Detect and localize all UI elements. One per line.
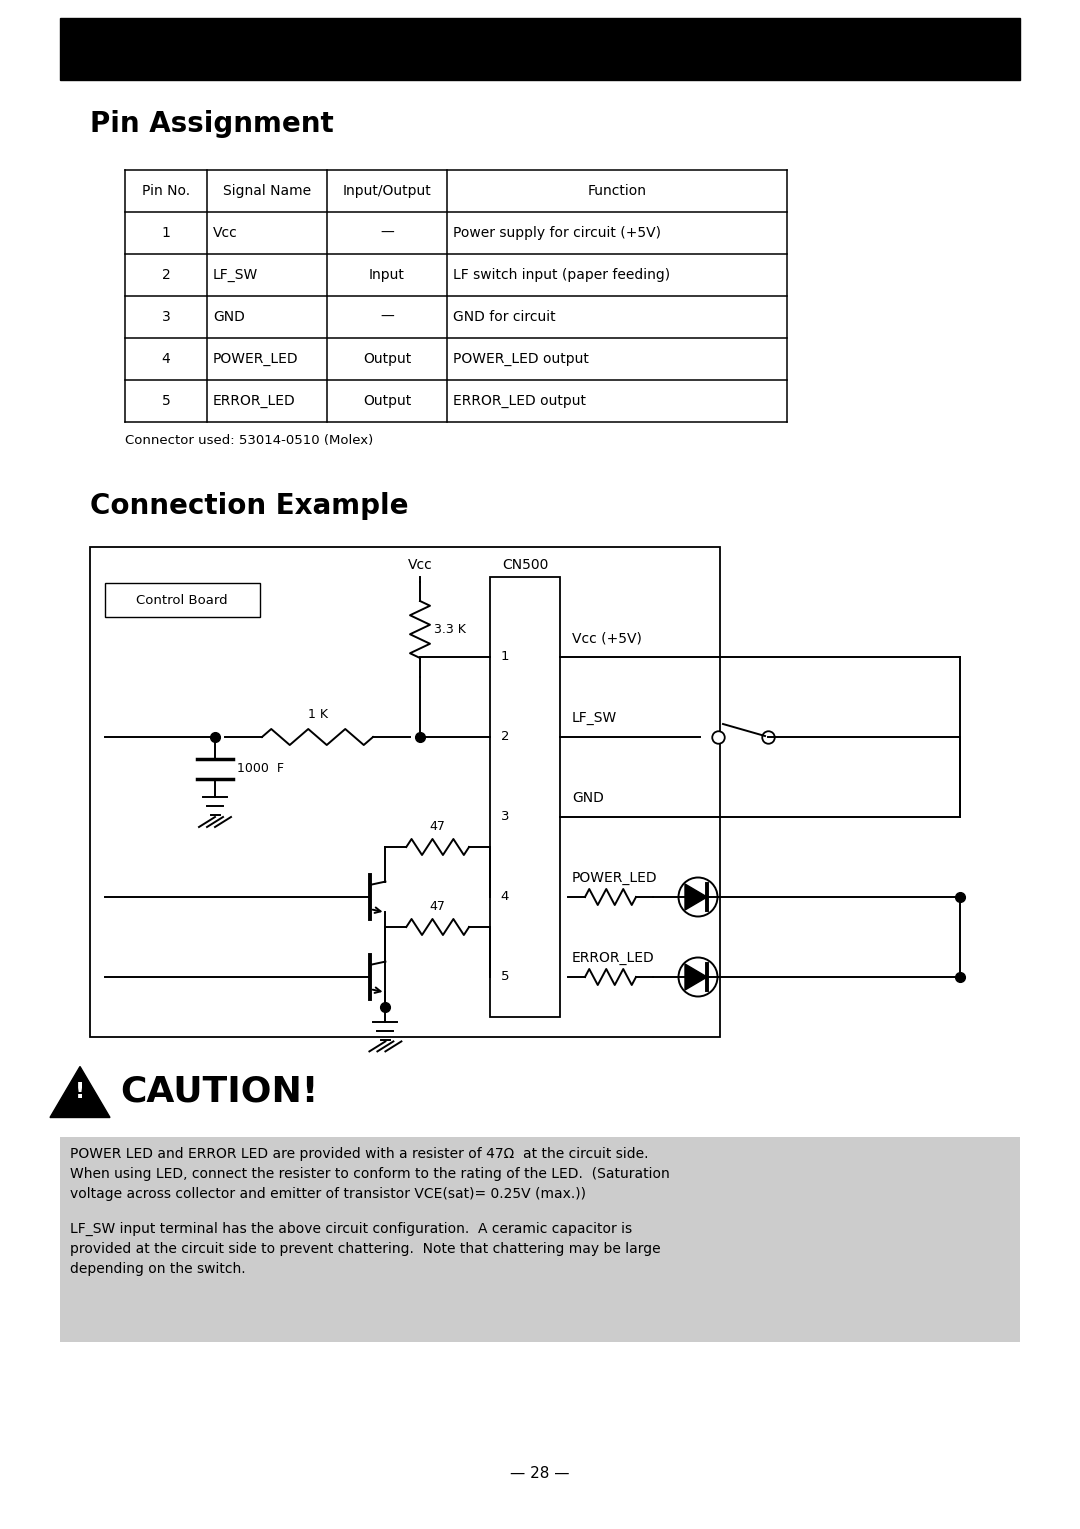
Text: 3.3 K: 3.3 K: [434, 622, 465, 636]
Text: Function: Function: [588, 183, 647, 197]
Text: LF_SW: LF_SW: [572, 711, 618, 725]
Text: LF_SW input terminal has the above circuit configuration.  A ceramic capacitor i: LF_SW input terminal has the above circu…: [70, 1222, 661, 1277]
Text: GND for circuit: GND for circuit: [453, 310, 555, 324]
Text: 5: 5: [162, 394, 171, 408]
Text: Input/Output: Input/Output: [342, 183, 431, 197]
Text: 4: 4: [501, 890, 509, 904]
Text: 47: 47: [430, 820, 446, 833]
Text: CN500: CN500: [502, 558, 549, 572]
Text: Vcc (+5V): Vcc (+5V): [572, 631, 642, 645]
Text: 1: 1: [162, 226, 171, 240]
Bar: [90, 547, 720, 1037]
Text: POWER_LED output: POWER_LED output: [453, 352, 589, 365]
Text: Connector used: 53014-0510 (Molex): Connector used: 53014-0510 (Molex): [125, 434, 374, 446]
Text: Output: Output: [363, 394, 411, 408]
Text: 1000  F: 1000 F: [237, 763, 284, 775]
Text: ERROR_LED output: ERROR_LED output: [453, 394, 586, 408]
Text: 5: 5: [501, 971, 510, 983]
Text: 4: 4: [162, 352, 171, 365]
Polygon shape: [685, 884, 707, 910]
Text: POWER_LED: POWER_LED: [572, 872, 658, 885]
Text: 1 K: 1 K: [308, 708, 327, 722]
Text: 2: 2: [162, 268, 171, 281]
Text: —: —: [380, 310, 394, 324]
Text: Control Board: Control Board: [136, 593, 228, 607]
Text: LF_SW: LF_SW: [213, 268, 258, 281]
Text: Pin No.: Pin No.: [141, 183, 190, 197]
Text: GND: GND: [572, 790, 604, 804]
Text: Input: Input: [369, 268, 405, 281]
Text: Connection Example: Connection Example: [90, 492, 408, 520]
Text: 3: 3: [162, 310, 171, 324]
Text: Pin Assignment: Pin Assignment: [90, 110, 334, 138]
Text: 47: 47: [430, 901, 446, 913]
Text: Signal Name: Signal Name: [222, 183, 311, 197]
Polygon shape: [685, 963, 707, 989]
Bar: [60, 1138, 1020, 1342]
Bar: [490, 576, 561, 1017]
Text: ERROR_LED: ERROR_LED: [213, 394, 296, 408]
Text: GND: GND: [213, 310, 245, 324]
Text: Output: Output: [363, 352, 411, 365]
Text: POWER_LED: POWER_LED: [213, 352, 299, 365]
Text: !: !: [75, 1083, 85, 1102]
Bar: [60, 18, 1020, 80]
Polygon shape: [50, 1067, 110, 1118]
Text: CAUTION!: CAUTION!: [120, 1075, 319, 1109]
Text: 1: 1: [501, 650, 510, 664]
Text: POWER LED and ERROR LED are provided with a resister of 47Ω  at the circuit side: POWER LED and ERROR LED are provided wit…: [70, 1147, 670, 1202]
Text: — 28 —: — 28 —: [510, 1466, 570, 1482]
Text: 2: 2: [501, 731, 510, 743]
Text: LF switch input (paper feeding): LF switch input (paper feeding): [453, 268, 670, 281]
Text: Vcc: Vcc: [407, 558, 432, 572]
Bar: [105, 583, 260, 618]
Text: ERROR_LED: ERROR_LED: [572, 951, 654, 965]
Text: —: —: [380, 226, 394, 240]
Text: Power supply for circuit (+5V): Power supply for circuit (+5V): [453, 226, 661, 240]
Text: 3: 3: [501, 810, 510, 824]
Text: Vcc: Vcc: [213, 226, 238, 240]
